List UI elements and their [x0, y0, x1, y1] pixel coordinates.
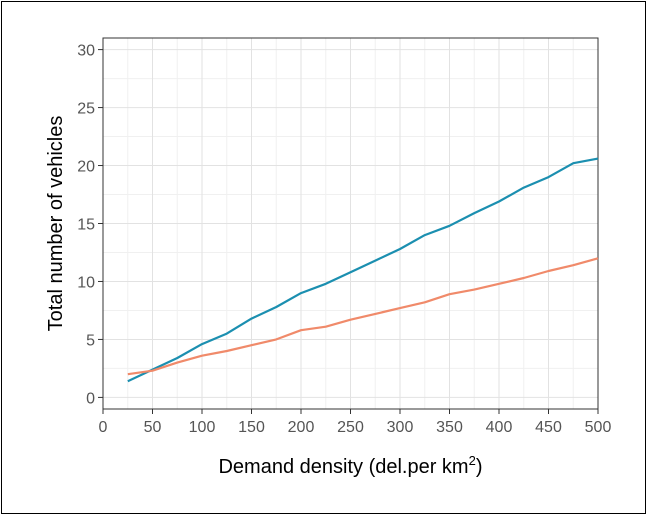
y-tick-label: 25 [77, 101, 95, 118]
x-tick-label: 500 [585, 419, 612, 436]
y-tick-label: 0 [86, 390, 95, 407]
series-line-2 [127, 257, 599, 376]
y-tick-label: 10 [77, 274, 95, 291]
y-axis-title: Total number of vehicles [45, 116, 67, 332]
x-tick-label: 400 [486, 419, 513, 436]
series-lines [127, 157, 599, 383]
x-tick-label: 450 [535, 419, 562, 436]
x-axis-title: Demand density (del.per km2) [218, 453, 482, 478]
y-tick-label: 5 [86, 332, 95, 349]
x-tick-label: 150 [238, 419, 265, 436]
x-tick-label: 100 [189, 419, 216, 436]
x-axis-title-main: Demand density (del.per km [218, 456, 468, 478]
y-axis: 0 5 10 15 20 25 30 [77, 43, 103, 407]
x-tick-label: 200 [288, 419, 315, 436]
x-tick-label: 300 [387, 419, 414, 436]
x-axis-title-suffix: ) [476, 456, 483, 478]
y-tick-label: 15 [77, 217, 95, 234]
y-tick-label: 20 [77, 159, 95, 176]
grid-lines [102, 38, 599, 409]
x-tick-label: 0 [99, 419, 108, 436]
x-tick-label: 250 [337, 419, 364, 436]
x-tick-label: 350 [436, 419, 463, 436]
x-axis: 0 50 100 150 200 250 300 350 400 450 500 [99, 409, 612, 436]
y-tick-label: 30 [77, 43, 95, 60]
x-axis-title-superscript: 2 [469, 453, 476, 468]
series-line-1 [127, 157, 599, 383]
x-tick-label: 50 [144, 419, 162, 436]
